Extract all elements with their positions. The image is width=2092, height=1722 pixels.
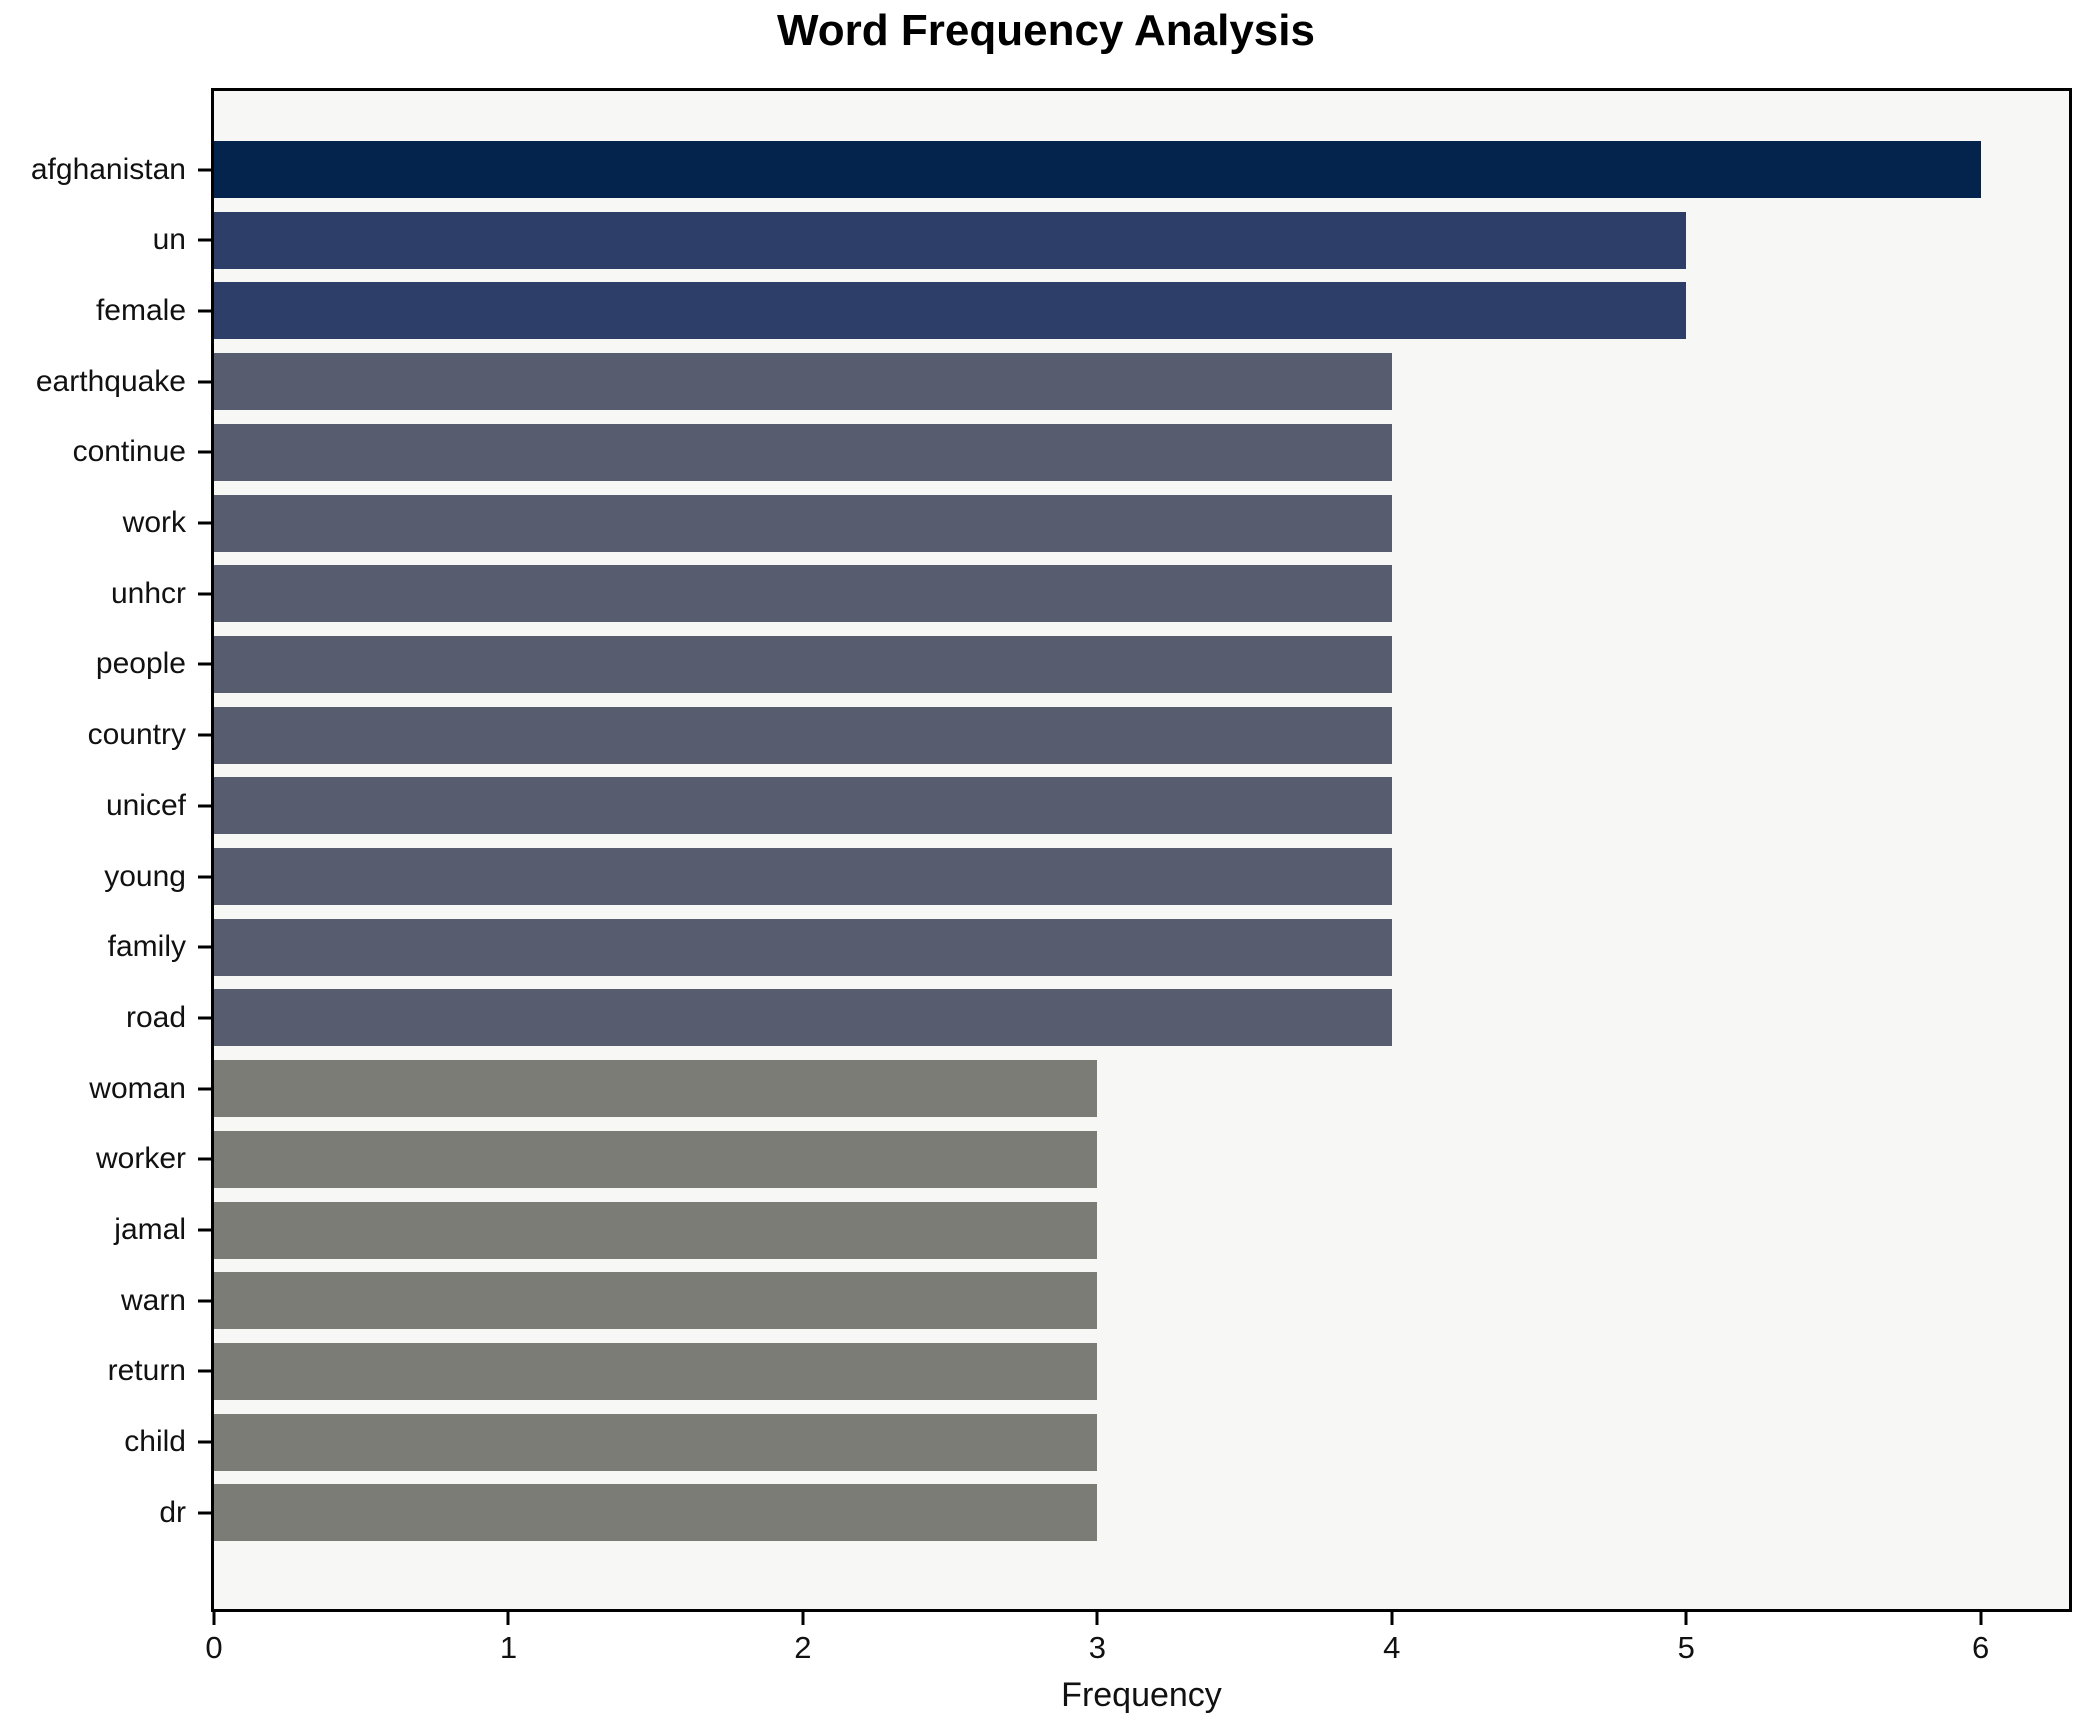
y-tick-mark bbox=[198, 662, 211, 666]
y-tick-label-earthquake: earthquake bbox=[35, 364, 186, 398]
x-tick-mark bbox=[1390, 1612, 1394, 1625]
y-tick-mark bbox=[198, 450, 211, 454]
y-tick-mark bbox=[198, 592, 211, 596]
bar-country bbox=[214, 706, 1392, 764]
y-tick-mark bbox=[198, 1369, 211, 1373]
y-tick-mark bbox=[198, 168, 211, 171]
chart-title: Word Frequency Analysis bbox=[777, 6, 1315, 55]
bar-family bbox=[214, 918, 1392, 976]
y-tick-label-work: work bbox=[122, 506, 186, 539]
y-tick-mark bbox=[198, 380, 211, 384]
bar-female bbox=[214, 282, 1687, 340]
y-tick-label-female: female bbox=[95, 293, 186, 327]
y-tick-label-jamal: jamal bbox=[114, 1213, 186, 1246]
x-tick-mark bbox=[1684, 1612, 1688, 1625]
y-tick-mark bbox=[198, 875, 211, 878]
bar-warn bbox=[214, 1272, 1098, 1330]
y-tick-label-young: young bbox=[104, 859, 186, 893]
y-tick-mark bbox=[198, 804, 211, 808]
x-tick-label-0: 0 bbox=[205, 1630, 223, 1665]
y-tick-mark bbox=[198, 1440, 211, 1444]
y-tick-label-un: un bbox=[152, 223, 186, 257]
y-tick-mark bbox=[198, 1511, 211, 1515]
y-tick-mark bbox=[198, 1299, 211, 1303]
bar-unhcr bbox=[214, 565, 1392, 623]
y-tick-mark bbox=[198, 238, 211, 242]
x-tick-mark bbox=[212, 1612, 216, 1625]
y-tick-label-unicef: unicef bbox=[105, 788, 186, 822]
y-tick-label-people: people bbox=[95, 647, 186, 681]
x-axis-label: Frequency bbox=[1061, 1676, 1222, 1714]
y-tick-label-afghanistan: afghanistan bbox=[30, 152, 186, 186]
y-tick-label-country: country bbox=[87, 718, 186, 752]
bar-worker bbox=[214, 1130, 1098, 1188]
bar-people bbox=[214, 635, 1392, 693]
y-tick-label-road: road bbox=[125, 1000, 186, 1034]
bar-return bbox=[214, 1342, 1098, 1400]
x-tick-label-5: 5 bbox=[1677, 1630, 1695, 1665]
x-tick-label-3: 3 bbox=[1088, 1630, 1106, 1665]
x-tick-mark bbox=[1095, 1612, 1099, 1625]
x-tick-label-2: 2 bbox=[794, 1630, 812, 1665]
x-tick-mark bbox=[1979, 1612, 1983, 1625]
bar-dr bbox=[214, 1484, 1098, 1542]
bar-child bbox=[214, 1413, 1098, 1471]
x-tick-label-6: 6 bbox=[1972, 1630, 1990, 1665]
y-tick-mark bbox=[198, 1087, 211, 1091]
bar-young bbox=[214, 848, 1392, 905]
x-tick-label-4: 4 bbox=[1383, 1630, 1401, 1665]
y-tick-label-woman: woman bbox=[89, 1071, 186, 1105]
bar-unicef bbox=[214, 777, 1392, 835]
bar-afghanistan bbox=[214, 141, 1981, 198]
y-tick-mark bbox=[198, 1157, 211, 1161]
y-tick-label-unhcr: unhcr bbox=[110, 576, 186, 610]
bar-earthquake bbox=[214, 353, 1392, 411]
bar-un bbox=[214, 211, 1687, 269]
y-tick-label-family: family bbox=[107, 930, 186, 964]
y-tick-label-continue: continue bbox=[72, 435, 186, 469]
y-tick-mark bbox=[198, 1228, 211, 1232]
bar-jamal bbox=[214, 1201, 1098, 1259]
bar-work bbox=[214, 494, 1392, 552]
bar-woman bbox=[214, 1060, 1098, 1118]
y-tick-label-warn: warn bbox=[120, 1283, 186, 1317]
x-tick-mark bbox=[801, 1612, 805, 1625]
y-tick-mark bbox=[198, 733, 211, 737]
y-tick-mark bbox=[198, 309, 211, 313]
bar-road bbox=[214, 989, 1392, 1047]
y-tick-mark bbox=[198, 1016, 211, 1020]
x-tick-label-1: 1 bbox=[499, 1630, 518, 1665]
y-tick-label-child: child bbox=[124, 1425, 186, 1459]
bar-continue bbox=[214, 423, 1392, 481]
y-tick-label-worker: worker bbox=[95, 1142, 186, 1176]
y-tick-label-dr: dr bbox=[159, 1495, 186, 1529]
y-tick-label-return: return bbox=[107, 1354, 186, 1388]
y-tick-mark bbox=[198, 521, 211, 525]
x-tick-mark bbox=[506, 1612, 510, 1625]
plot-area bbox=[211, 88, 2072, 1612]
y-tick-mark bbox=[198, 945, 211, 949]
